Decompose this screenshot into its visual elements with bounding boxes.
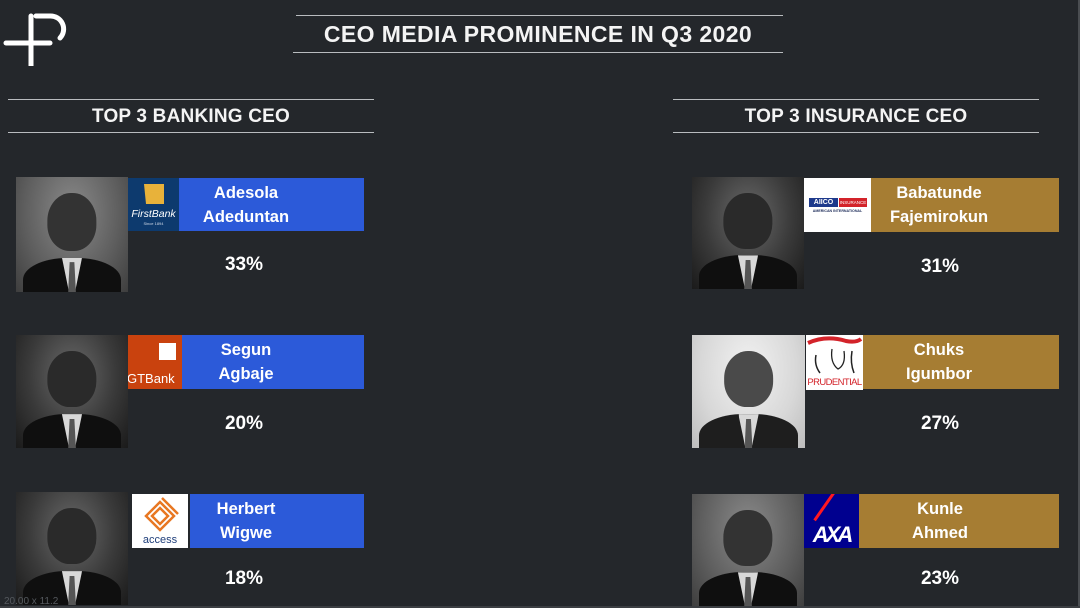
ceo-last-name: Wigwe xyxy=(219,524,273,542)
ceo-photo xyxy=(16,177,128,292)
ceo-first-name: Adesola xyxy=(213,184,279,202)
ceo-first-name: Segun xyxy=(220,341,272,359)
title-top-rule xyxy=(296,15,783,16)
section-top-rule xyxy=(8,99,374,100)
right-edge-border xyxy=(1078,0,1080,608)
ceo-percentage: 33% xyxy=(224,254,264,275)
ceo-last-name: Adeduntan xyxy=(202,208,290,226)
ceo-photo xyxy=(692,177,804,289)
ceo-first-name: Kunle xyxy=(917,500,963,518)
ceo-percentage: 20% xyxy=(224,413,264,434)
axa-logo-icon: AXA xyxy=(804,494,859,548)
ceo-name-banner: Babatunde Fajemirokun xyxy=(871,178,1059,232)
main-title-block: CEO MEDIA PROMINENCE IN Q3 2020 xyxy=(293,15,783,53)
ceo-last-name: Agbaje xyxy=(218,365,274,383)
ceo-photo xyxy=(692,494,804,606)
section-top-rule xyxy=(673,99,1039,100)
ceo-first-name: Babatunde xyxy=(896,184,982,202)
ceo-name-banner: Herbert Wigwe xyxy=(190,494,364,548)
banking-section-header: TOP 3 BANKING CEO xyxy=(8,99,374,133)
banking-section-title: TOP 3 BANKING CEO xyxy=(91,106,290,127)
insurance-section-header: TOP 3 INSURANCE CEO xyxy=(673,99,1039,133)
insurance-section-title: TOP 3 INSURANCE CEO xyxy=(744,106,968,127)
ceo-name-banner: Segun Agbaje xyxy=(182,335,364,389)
aiico-logo-icon: AIICO INSURANCE AMERICAN INTERNATIONAL xyxy=(804,178,871,232)
ceo-percentage: 23% xyxy=(920,568,960,589)
prudential-logo-icon: PRUDENTIAL xyxy=(806,335,863,390)
ceo-percentage: 27% xyxy=(920,413,960,434)
ceo-percentage: 18% xyxy=(224,568,264,589)
page-title: CEO MEDIA PROMINENCE IN Q3 2020 xyxy=(323,21,753,47)
bottom-edge-border xyxy=(0,606,1080,608)
title-bottom-rule xyxy=(293,52,783,53)
ceo-percentage: 31% xyxy=(920,256,960,277)
ceo-photo xyxy=(16,335,128,448)
ceo-name-banner: Adesola Adeduntan xyxy=(179,178,364,231)
ceo-photo xyxy=(16,492,128,605)
gtbank-logo-icon: GTBank xyxy=(128,335,182,389)
access-logo-icon: access xyxy=(132,494,188,548)
brand-logo-icon xyxy=(3,13,67,66)
ceo-last-name: Ahmed xyxy=(912,524,968,542)
firstbank-logo-icon: FirstBank Since 1894 xyxy=(128,178,179,231)
ceo-last-name: Fajemirokun xyxy=(889,208,989,226)
section-bottom-rule xyxy=(8,132,374,133)
ceo-photo xyxy=(692,335,805,448)
ceo-name-banner: Chuks Igumbor xyxy=(863,335,1059,389)
section-bottom-rule xyxy=(673,132,1039,133)
ceo-name-banner: Kunle Ahmed xyxy=(859,494,1059,548)
ceo-first-name: Chuks xyxy=(913,341,965,359)
ceo-last-name: Igumbor xyxy=(906,365,972,383)
ceo-first-name: Herbert xyxy=(216,500,276,518)
dimension-overlay-label: 20.00 x 11.2 xyxy=(4,596,59,607)
